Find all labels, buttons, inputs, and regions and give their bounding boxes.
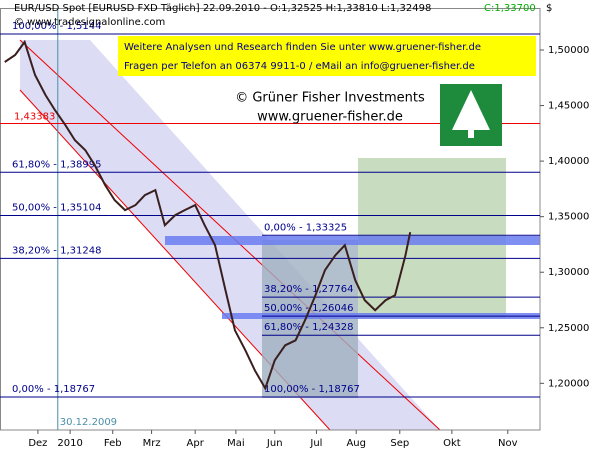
resistance-band (165, 236, 540, 245)
x-tick-label: Dez (28, 438, 47, 449)
ad-line: Fragen per Telefon an 06374 9911-0 / eMa… (124, 61, 475, 72)
ad-line: Weitere Analysen und Research finden Sie… (124, 42, 481, 53)
y-tick-label: 1,35000 (548, 212, 589, 223)
fib-label: 50,00% - 1,26046 (264, 303, 353, 314)
y-tick-label: 1,25000 (548, 323, 589, 334)
fib-label: 38,20% - 1,27764 (264, 284, 353, 295)
y-tick-label: 1,30000 (548, 267, 589, 278)
fib-label: 61,80% - 1,38995 (12, 159, 101, 170)
x-tick-label: Aug (346, 438, 366, 449)
url: www.gruener-fisher.de (257, 110, 403, 125)
logo-trunk (468, 128, 474, 138)
ad-box (118, 36, 536, 76)
x-tick-label: Mrz (143, 438, 161, 449)
y-tick-label: 1,20000 (548, 378, 589, 389)
fib-label: 100,00% - 1,5144 (12, 21, 101, 32)
x-tick-label: Apr (187, 438, 205, 449)
x-tick-label: Okt (443, 438, 461, 449)
y-tick-label: 1,40000 (548, 156, 589, 167)
x-tick-label: Mai (227, 438, 245, 449)
logo-tree (452, 90, 490, 130)
date-marker-label: 30.12.2009 (60, 417, 117, 428)
x-tick-label: Sep (390, 438, 409, 449)
x-tick-label: Jun (266, 438, 283, 449)
fib-label: 0,00% - 1,33325 (264, 222, 347, 233)
x-tick-label: Nov (498, 438, 518, 449)
currency: $ (546, 3, 552, 14)
y-tick-label: 1,50000 (548, 45, 589, 56)
fib-label: 0,00% - 1,18767 (12, 384, 95, 395)
x-tick-label: Jul (309, 438, 322, 449)
x-tick-label: 2010 (57, 438, 82, 449)
plot-frame (0, 8, 541, 431)
fib-label: 38,20% - 1,31248 (12, 245, 101, 256)
company: © Grüner Fisher Investments (235, 91, 425, 106)
fib-label: 100,00% - 1,18767 (264, 384, 360, 395)
fib-label: 50,00% - 1,35104 (12, 203, 101, 214)
red-level-label: 1,43383 (14, 112, 55, 123)
close-price: C:1,33700 (484, 3, 536, 14)
price-line (4, 39, 412, 391)
source: © www.tradesignalonline.com (14, 17, 165, 28)
y-tick-label: 1,45000 (548, 101, 589, 112)
channel-line (19, 39, 441, 431)
instrument: EUR/USD Spot [EURUSD FXD Täglich] 22.09.… (14, 3, 431, 14)
x-tick-label: Feb (104, 438, 122, 449)
fib-label: 61,80% - 1,24328 (264, 322, 353, 333)
